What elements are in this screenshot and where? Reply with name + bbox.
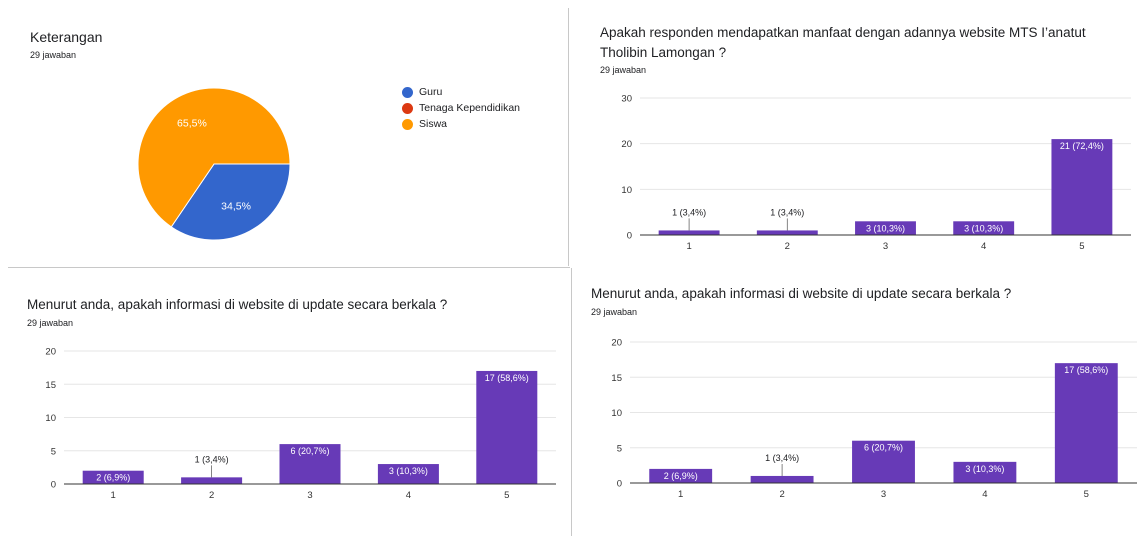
pie-label-siswa: 65,5% [177, 117, 207, 129]
pie-chart: 34,5% 65,5% [137, 87, 291, 241]
pie-label-guru: 34,5% [221, 201, 251, 213]
bar-value-label: 1 (3,4%) [765, 453, 799, 463]
legend-swatch-tenaga-kependidikan [402, 102, 413, 114]
bar-value-label: 21 (72,4%) [1060, 141, 1104, 151]
legend-item-tenaga-kependidikan: Tenaga Kependidikan [402, 100, 520, 116]
pie-chart-card: Keterangan 29 jawaban 34,5% 65,5% Guru Te… [14, 14, 564, 264]
bar-value-label: 2 (6,9%) [96, 473, 130, 483]
x-tick-label: 4 [981, 241, 986, 252]
bar-chart: 0 10 20 30 1 (3,4%) 1 1 (3,4%) 2 3 (10,3%) 3 3 (10… [621, 94, 1131, 252]
x-tick-label: 3 [883, 241, 888, 252]
response-count: 29 jawaban [600, 65, 647, 75]
legend-swatch-guru [402, 86, 413, 98]
legend-item-siswa: Siswa [402, 116, 520, 132]
x-tick-label: 4 [406, 490, 411, 501]
card-title: Apakah responden mendapatkan manfaat den… [600, 25, 1086, 60]
response-count: 29 jawaban [30, 50, 77, 60]
vertical-divider-top [568, 8, 569, 266]
bar-value-label: 17 (58,6%) [485, 373, 529, 383]
y-tick-label: 15 [45, 380, 56, 391]
y-tick-label: 0 [627, 231, 632, 242]
bar-value-label: 3 (10,3%) [866, 223, 905, 233]
y-tick-label: 20 [611, 338, 622, 349]
update-chart-card-right: Menurut anda, apakah informasi di websit… [576, 278, 1141, 536]
bar-value-label: 3 (10,3%) [964, 223, 1003, 233]
x-tick-label: 1 [686, 241, 691, 252]
x-tick-label: 2 [779, 489, 784, 500]
bar-value-label: 1 (3,4%) [195, 454, 229, 464]
x-tick-label: 3 [307, 490, 312, 501]
bar-value-label: 3 (10,3%) [389, 466, 428, 476]
bar-value-label: 3 (10,3%) [965, 464, 1004, 474]
response-count: 29 jawaban [591, 307, 638, 317]
bar-5 [1054, 363, 1118, 483]
y-tick-label: 10 [621, 185, 632, 196]
y-tick-label: 5 [617, 443, 622, 454]
bar-1 [82, 470, 144, 484]
y-tick-label: 0 [51, 480, 56, 491]
y-tick-label: 30 [621, 94, 632, 105]
pie-legend: Guru Tenaga Kependidikan Siswa [402, 84, 520, 132]
bar-5 [476, 370, 538, 484]
bar-3 [855, 221, 916, 235]
y-tick-label: 10 [611, 408, 622, 419]
bar-value-label: 2 (6,9%) [664, 471, 698, 481]
bar-1 [649, 468, 713, 483]
y-tick-label: 0 [617, 479, 622, 490]
vertical-divider-bottom [571, 268, 572, 536]
x-tick-label: 5 [504, 490, 509, 501]
update-chart-card-left: Menurut anda, apakah informasi di websit… [10, 278, 566, 536]
bar-3 [852, 440, 915, 483]
bar-value-label: 1 (3,4%) [770, 207, 804, 217]
card-title: Keterangan [30, 29, 103, 45]
pie-slice-guru [170, 163, 291, 241]
card-title: Menurut anda, apakah informasi di websit… [27, 297, 448, 312]
manfaat-chart-card: Apakah responden mendapatkan manfaat den… [585, 14, 1141, 264]
bar-2 [750, 475, 814, 483]
x-tick-label: 3 [881, 489, 886, 500]
legend-label-siswa: Siswa [419, 118, 448, 130]
y-tick-label: 5 [51, 446, 56, 457]
response-count: 29 jawaban [27, 318, 74, 328]
x-tick-label: 2 [209, 490, 214, 501]
legend-item-guru: Guru [402, 84, 520, 100]
bar-1 [658, 230, 720, 235]
y-tick-label: 10 [45, 413, 56, 424]
y-tick-label: 20 [621, 139, 632, 150]
bar-chart: 0 5 10 15 20 2 (6,9%) 1 1 (3,4%) 2 6 (20,7%) 3 3 (1… [611, 338, 1137, 500]
bar-3 [279, 444, 341, 484]
card-title: Menurut anda, apakah informasi di websit… [591, 286, 1012, 301]
bar-4 [953, 461, 1017, 483]
y-tick-label: 20 [45, 347, 56, 358]
legend-label-guru: Guru [419, 86, 443, 98]
pie-slice-siswa [137, 87, 291, 228]
x-tick-label: 5 [1084, 489, 1089, 500]
legend-swatch-siswa [402, 118, 413, 130]
x-tick-label: 2 [785, 241, 790, 252]
horizontal-divider-left [8, 267, 570, 268]
bar-4 [953, 221, 1015, 235]
bar-chart: 0 5 10 15 20 2 (6,9%) 1 1 (3,4%) 2 6 (20,7%) 3 3 (1… [45, 347, 556, 501]
x-tick-label: 1 [111, 490, 116, 501]
x-tick-label: 1 [678, 489, 683, 500]
bar-value-label: 17 (58,6%) [1064, 365, 1108, 375]
x-tick-label: 5 [1079, 241, 1084, 252]
bar-value-label: 1 (3,4%) [672, 207, 706, 217]
bar-2 [181, 477, 243, 484]
bar-5 [1051, 139, 1113, 235]
bar-value-label: 6 (20,7%) [290, 446, 329, 456]
y-tick-label: 15 [611, 373, 622, 384]
bar-value-label: 6 (20,7%) [864, 443, 903, 453]
bar-2 [756, 230, 818, 235]
bar-4 [377, 464, 439, 484]
x-tick-label: 4 [982, 489, 987, 500]
legend-label-tenaga-kependidikan: Tenaga Kependidikan [419, 102, 521, 114]
